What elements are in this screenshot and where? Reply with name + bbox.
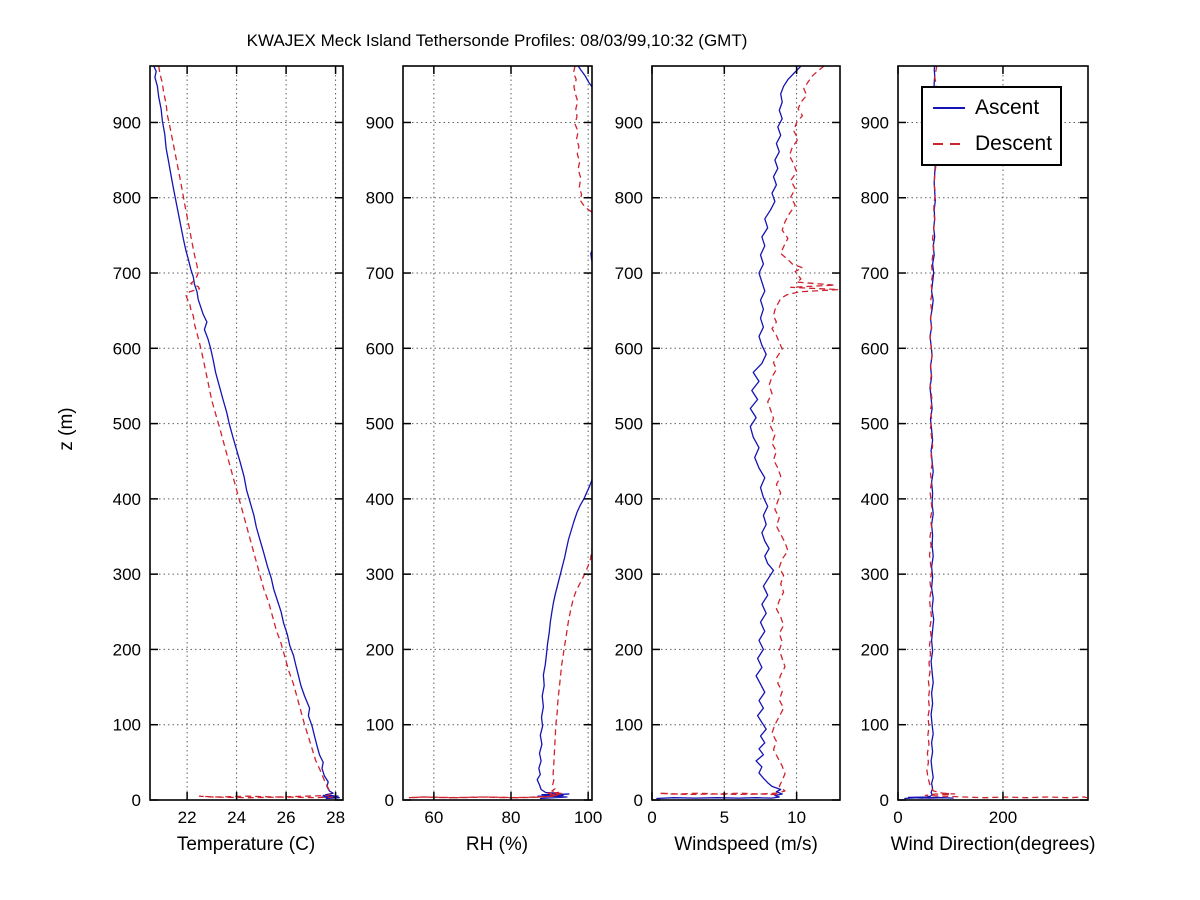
svg-text:200: 200	[861, 640, 889, 659]
svg-text:0: 0	[893, 808, 902, 827]
svg-text:300: 300	[113, 565, 141, 584]
svg-text:100: 100	[574, 808, 602, 827]
svg-text:700: 700	[861, 264, 889, 283]
svg-text:0: 0	[634, 791, 643, 810]
legend: Ascent Descent	[921, 86, 1062, 166]
x-axis-label-rh: RH (%)	[465, 834, 529, 855]
svg-text:400: 400	[113, 490, 141, 509]
svg-text:200: 200	[366, 640, 394, 659]
svg-text:80: 80	[502, 808, 521, 827]
svg-text:500: 500	[615, 415, 643, 434]
descent-line-sample	[933, 143, 965, 145]
svg-text:600: 600	[615, 339, 643, 358]
svg-text:400: 400	[861, 490, 889, 509]
svg-text:900: 900	[113, 113, 141, 132]
svg-text:200: 200	[989, 808, 1017, 827]
legend-item-ascent: Ascent	[923, 91, 1060, 125]
svg-text:100: 100	[366, 716, 394, 735]
svg-text:800: 800	[366, 189, 394, 208]
svg-text:900: 900	[615, 113, 643, 132]
ascent-line-sample	[933, 107, 965, 109]
svg-text:26: 26	[277, 808, 296, 827]
legend-label-descent: Descent	[975, 132, 1053, 155]
x-axis-label-windspeed: Windspeed (m/s)	[674, 834, 818, 855]
svg-text:500: 500	[113, 415, 141, 434]
svg-text:100: 100	[615, 716, 643, 735]
svg-text:700: 700	[615, 264, 643, 283]
svg-text:10: 10	[787, 808, 806, 827]
x-axis-label-winddirection: Wind Direction(degrees)	[890, 834, 1096, 855]
svg-text:900: 900	[366, 113, 394, 132]
svg-text:300: 300	[615, 565, 643, 584]
svg-text:100: 100	[861, 716, 889, 735]
svg-text:500: 500	[366, 415, 394, 434]
y-axis-label: z (m)	[56, 407, 77, 451]
svg-text:800: 800	[113, 189, 141, 208]
svg-text:600: 600	[861, 339, 889, 358]
x-axis-label-temperature: Temperature (C)	[176, 834, 316, 855]
legend-item-descent: Descent	[923, 127, 1060, 161]
svg-text:300: 300	[366, 565, 394, 584]
svg-text:5: 5	[720, 808, 729, 827]
svg-text:0: 0	[647, 808, 656, 827]
svg-text:60: 60	[424, 808, 443, 827]
svg-text:0: 0	[385, 791, 394, 810]
svg-text:400: 400	[615, 490, 643, 509]
svg-text:600: 600	[366, 339, 394, 358]
svg-text:22: 22	[178, 808, 197, 827]
svg-text:200: 200	[113, 640, 141, 659]
svg-text:700: 700	[366, 264, 394, 283]
svg-text:100: 100	[113, 716, 141, 735]
svg-text:800: 800	[615, 189, 643, 208]
svg-text:200: 200	[615, 640, 643, 659]
svg-text:400: 400	[366, 490, 394, 509]
svg-text:0: 0	[132, 791, 141, 810]
svg-text:900: 900	[861, 113, 889, 132]
svg-text:800: 800	[861, 189, 889, 208]
svg-text:24: 24	[227, 808, 246, 827]
legend-label-ascent: Ascent	[975, 96, 1040, 119]
svg-text:600: 600	[113, 339, 141, 358]
svg-text:28: 28	[326, 808, 345, 827]
svg-text:500: 500	[861, 415, 889, 434]
svg-text:700: 700	[113, 264, 141, 283]
figure-title: KWAJEX Meck Island Tethersonde Profiles:…	[246, 31, 748, 50]
svg-text:300: 300	[861, 565, 889, 584]
svg-text:0: 0	[880, 791, 889, 810]
